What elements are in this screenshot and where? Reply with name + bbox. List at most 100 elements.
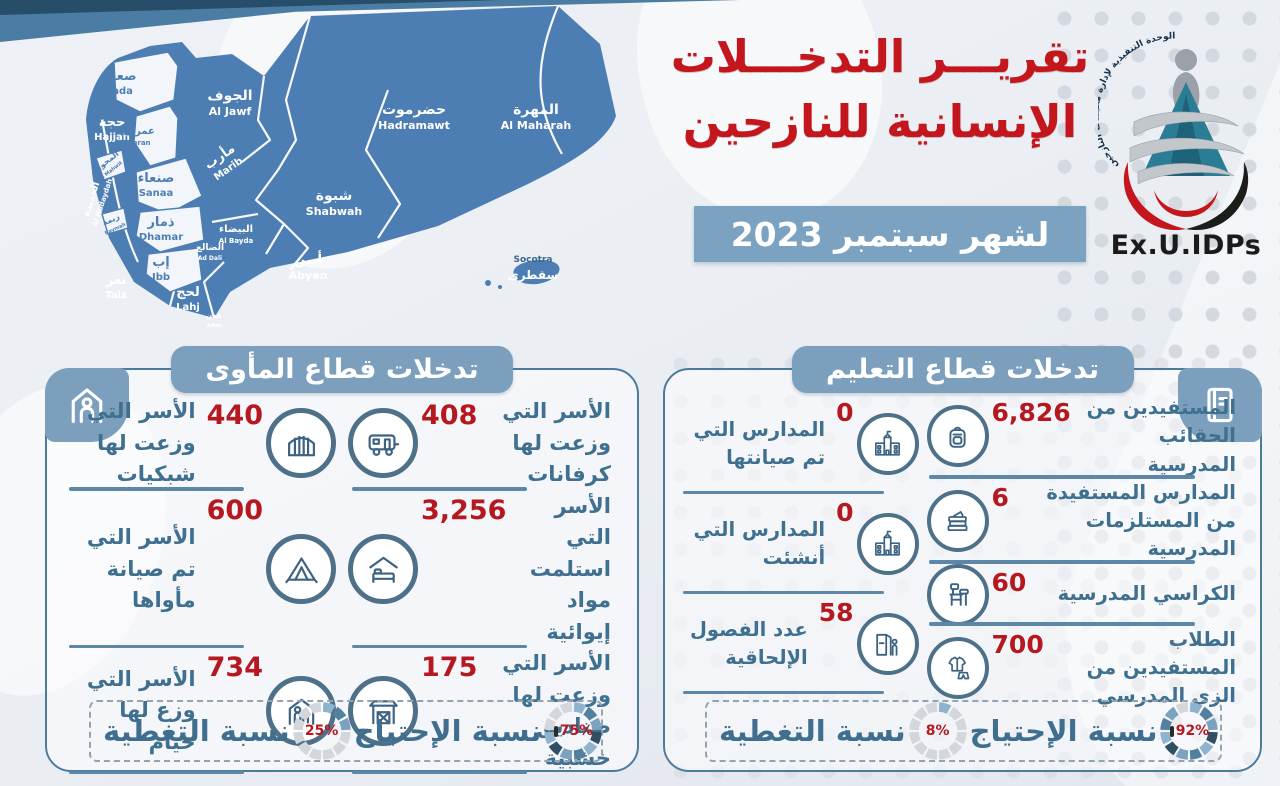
- title-line2: الإنسانية للنازحين: [682, 95, 1078, 149]
- need-label: نسبة الإحتياج: [353, 714, 542, 748]
- stat-label: الطلاب المستفيدين من الزي المدرسي: [1086, 627, 1236, 708]
- divider: [69, 770, 245, 774]
- socotra-island: [513, 259, 560, 285]
- donut-ring: [908, 702, 967, 760]
- donut-value: 92%: [1157, 699, 1221, 763]
- stat-row: عدد الفصول الإلحاقية 58: [677, 594, 923, 694]
- stat-row: الأسر التي وزعت لها شبكيات 440 408 الأسر…: [59, 396, 625, 491]
- stat-icon-circle: [856, 413, 919, 475]
- stat-icon-circle: [926, 490, 989, 553]
- map-label-abyan: أبين Abyan: [289, 250, 328, 282]
- map-label-socotra: سقطرىSocotra: [508, 255, 559, 282]
- education-sector-panel: تدخلات قطاع التعليم 6,826 المستفيدين من …: [663, 346, 1262, 772]
- shelter-badge: [45, 368, 129, 442]
- stat-value: 60: [991, 567, 1027, 597]
- stat-value: 0: [836, 498, 854, 527]
- chair-icon: [949, 583, 969, 606]
- logo-person-head: [1175, 49, 1197, 71]
- logo-black-swoosh: [1186, 162, 1249, 231]
- map-label-aden: عدن Aden: [206, 311, 223, 329]
- donut-value: 25%: [304, 723, 339, 739]
- need-donut: 75%: [541, 699, 605, 763]
- coverage-label: نسبة التغطية: [719, 714, 906, 748]
- stat-value: 175: [421, 652, 478, 683]
- logo-inner-swoosh: [1154, 190, 1218, 217]
- education-badge: [1178, 368, 1262, 442]
- education-stats: 6,826 المستفيدين من الحقائب المدرسية 6 ا…: [677, 394, 1248, 707]
- divider: [928, 560, 1196, 564]
- stat-label: المدارس المستفيدة من المستلزمات المدرسية: [1046, 480, 1236, 561]
- classroom-icon: [876, 633, 898, 656]
- stat-row: 6 المدارس المستفيدة من المستلزمات المدرس…: [923, 479, 1248, 564]
- stat-cell: 408 الأسر التي وزعت لها كرفانات: [342, 396, 625, 491]
- stat-value: 600: [206, 494, 263, 526]
- stat-label: المدارس التي أنشئت: [693, 517, 826, 569]
- divider: [683, 490, 885, 494]
- logo-ribbon: [1137, 163, 1235, 185]
- stat-value: 734: [206, 652, 263, 683]
- map-label-dhamar: ذمار Dhamar: [139, 215, 183, 243]
- page-title: تقريـــر التدخـــلات الإنسانية للنازحين: [668, 24, 1092, 155]
- map-label-imran: عمران Imran: [123, 126, 155, 147]
- education-right-column: 6,826 المستفيدين من الحقائب المدرسية 6 ا…: [923, 394, 1248, 707]
- logo-emblem: الوحدة التنفيذية لإدارة مخيمات النازحين: [1092, 32, 1249, 231]
- education-left-column: المدارس التي تم صيانتها 0 المدارس التي أ…: [677, 394, 923, 694]
- logo-text: Ex.U.IDPs: [1110, 230, 1262, 261]
- uniform-icon: [948, 657, 970, 680]
- stat-icon-circle: [926, 405, 989, 468]
- shelter-net-icon: [287, 435, 315, 457]
- islet: [498, 285, 502, 289]
- coverage-donut: 25%: [290, 699, 354, 763]
- map-label-taiz: تعز Taiz: [105, 273, 127, 301]
- stat-icon-circle: [926, 563, 989, 626]
- stat-value: 58: [818, 598, 854, 627]
- shelter-footer: نسبة التغطية 25% نسبة الإحتياج 75%: [89, 700, 603, 762]
- stat-cell: الأسر التي وزع لها خيام 734: [59, 648, 342, 774]
- donut-value: 8%: [925, 723, 950, 739]
- stat-label: الأسر التي وزع لها خيام: [86, 666, 196, 754]
- stat-label: عدد الفصول الإلحاقية: [689, 617, 808, 669]
- stat-value: 3,256: [421, 494, 507, 526]
- divider: [683, 590, 885, 594]
- caravan-icon: [368, 434, 399, 456]
- map-white-regions: [95, 51, 205, 293]
- stat-row: 60 الكراسي المدرسية: [923, 563, 1248, 626]
- divider: [683, 690, 885, 694]
- shelter-panel-title: تدخلات قطاع المأوى: [171, 346, 513, 393]
- map-label-sanaa: صنعاء Sanaa: [138, 171, 175, 199]
- divider: [352, 770, 528, 774]
- logo-ribbon: [1133, 111, 1239, 137]
- stat-label: الأسر التي استلمت مواد إيوائية: [529, 493, 611, 644]
- tent-icon: [284, 557, 318, 583]
- report-month-banner: لشهر سبتمبر 2023: [694, 206, 1086, 262]
- divider: [352, 487, 528, 491]
- map-label-al-maharah: المهرة Al Maharah: [501, 102, 571, 132]
- stat-cell: الأسر التي وزعت لها شبكيات 440: [59, 396, 342, 491]
- shelter-materials-icon: [368, 556, 398, 583]
- divider: [352, 644, 528, 648]
- map-label-hajjah: حجة Hajjah: [94, 115, 130, 143]
- coverage-donut: 8%: [906, 699, 970, 763]
- map-borders: [100, 5, 563, 319]
- map-label-al-bayda: البيضاء Al Bayda: [219, 224, 254, 245]
- logo-ribbon: [1129, 137, 1245, 163]
- stat-label: الأسر التي تم صيانة مأواها: [86, 525, 196, 612]
- coverage-label: نسبة التغطية: [103, 714, 290, 748]
- school-icon: [875, 430, 900, 456]
- stat-value: 0: [836, 398, 854, 427]
- stat-icon-circle: [926, 636, 989, 699]
- stat-row: 700 الطلاب المستفيدين من الزي المدرسي: [923, 626, 1248, 711]
- divider: [69, 487, 245, 491]
- donut-value: 75%: [541, 699, 605, 763]
- stat-cell: الأسر التي تم صيانة مأواها 600: [59, 491, 342, 648]
- stat-value: 6: [991, 482, 1009, 512]
- map-label-shabwah: شبوة Shabwah: [306, 188, 362, 218]
- stat-row: الأسر التي تم صيانة مأواها 600 3,256 الأ…: [59, 491, 625, 648]
- stat-value: 6,826: [991, 398, 1071, 427]
- stat-icon-circle: [856, 513, 919, 575]
- stat-icon-circle: [856, 613, 919, 675]
- need-donut: 92%: [1157, 699, 1221, 763]
- divider: [928, 475, 1196, 479]
